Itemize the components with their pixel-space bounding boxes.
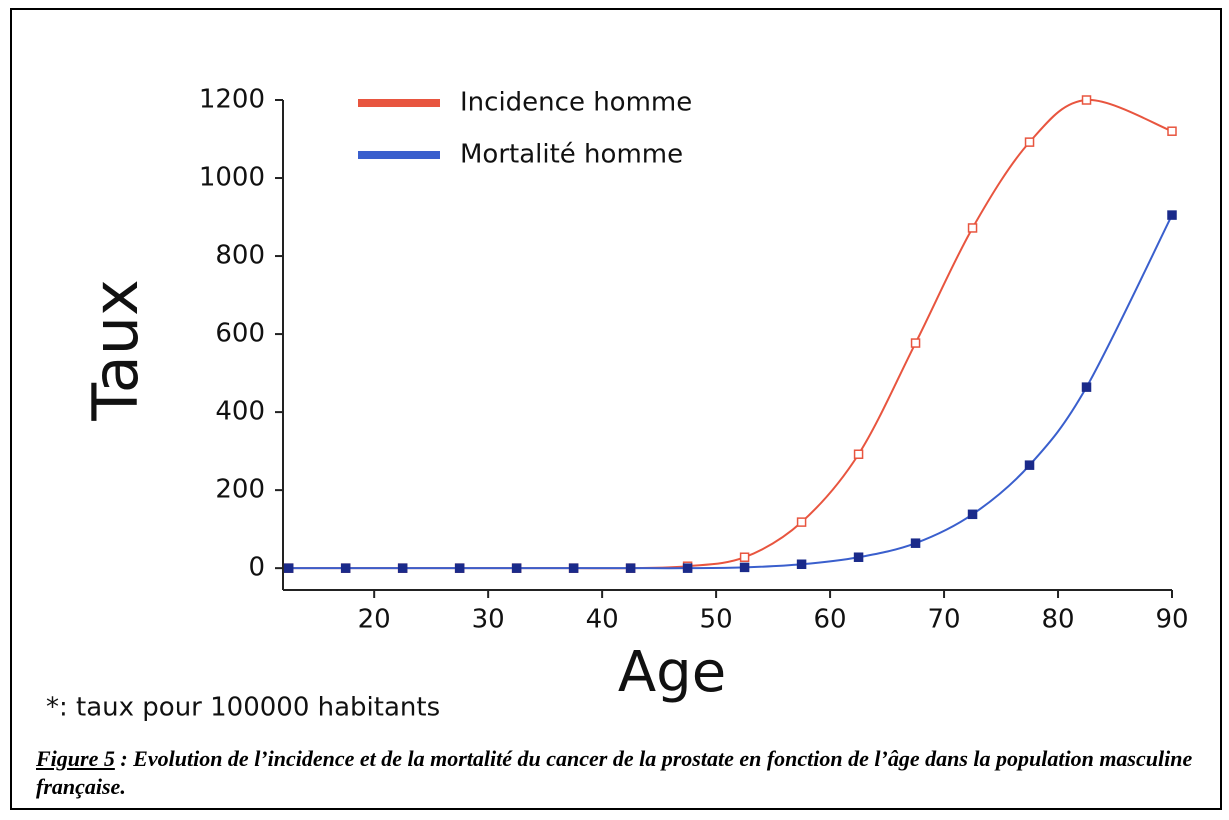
y-tick-label: 400 — [215, 397, 265, 427]
legend-label: Mortalité homme — [460, 140, 683, 170]
y-tick-label: 600 — [215, 319, 265, 349]
point — [625, 563, 636, 573]
point — [397, 563, 408, 573]
point — [910, 338, 921, 348]
frame — [10, 8, 1222, 810]
x-tick-label: 80 — [1041, 605, 1074, 635]
series-line — [288, 98, 1173, 570]
point — [1167, 126, 1177, 136]
point — [739, 552, 750, 562]
point — [1167, 210, 1177, 220]
y-tick-label: 0 — [248, 553, 265, 583]
point — [283, 563, 294, 573]
point — [568, 563, 579, 573]
chart: Taux Age *: taux pour 100000 habitants 0… — [46, 85, 1189, 723]
point — [967, 509, 978, 520]
x-tick-label: 30 — [472, 605, 505, 635]
x-tick-label: 90 — [1155, 605, 1188, 635]
legend-label: Incidence homme — [460, 88, 692, 118]
point — [1081, 95, 1092, 105]
x-axis-title: Age — [618, 640, 726, 705]
point — [1081, 382, 1092, 392]
caption: Figure 5 : Evolution de l’incidence et d… — [36, 745, 1206, 801]
x-tick-label: 40 — [586, 605, 619, 635]
x-tick-label: 50 — [700, 605, 733, 635]
point — [1024, 137, 1035, 147]
y-tick-label: 800 — [215, 241, 265, 271]
point — [682, 563, 693, 573]
caption-label: Figure 5 — [36, 746, 115, 771]
point — [454, 563, 465, 573]
point — [511, 563, 522, 573]
point — [853, 449, 864, 459]
point — [910, 538, 921, 548]
y-tick-label: 1200 — [199, 85, 265, 115]
point — [340, 563, 351, 573]
point — [796, 559, 807, 570]
y-axis-title: Taux — [79, 279, 152, 422]
x-tick-label: 20 — [358, 605, 391, 635]
point — [967, 223, 978, 233]
point — [1024, 460, 1035, 470]
caption-text: : Evolution de l’incidence et de la mort… — [36, 746, 1193, 799]
y-tick-label: 1000 — [199, 163, 265, 193]
point — [739, 562, 750, 573]
series-line — [288, 214, 1173, 570]
point — [796, 517, 807, 527]
point — [853, 552, 864, 562]
x-tick-label: 70 — [928, 605, 961, 635]
x-tick-label: 60 — [814, 605, 847, 635]
footnote: *: taux pour 100000 habitants — [46, 693, 440, 723]
y-tick-label: 200 — [215, 475, 265, 505]
